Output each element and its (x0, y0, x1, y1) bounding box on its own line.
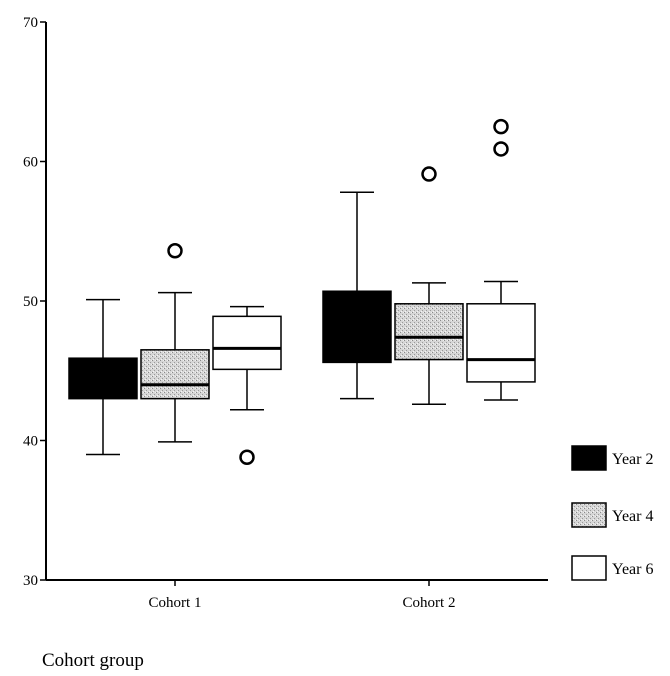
outlier-point (493, 118, 509, 135)
box-year-4-1 (140, 243, 210, 443)
legend-swatch (571, 502, 607, 528)
box-year-6-1 (212, 305, 282, 465)
y-tick-label: 70 (23, 15, 38, 31)
legend-label: Year 2 (612, 451, 653, 468)
y-tick-label: 40 (23, 434, 38, 450)
outlier-point (167, 243, 183, 259)
x-axis-label: Cohort group (42, 650, 144, 671)
y-tick-label: 50 (23, 294, 38, 310)
box-year-4-2 (394, 166, 464, 405)
iqr-box (394, 303, 464, 361)
iqr-box (322, 290, 392, 364)
x-tick-label: Cohort 1 (149, 595, 202, 611)
legend-swatch (571, 445, 607, 471)
iqr-box (68, 357, 138, 400)
iqr-box (466, 303, 536, 383)
y-tick-label: 30 (23, 573, 38, 589)
iqr-box (140, 349, 210, 400)
box-year-2-2 (322, 191, 392, 400)
outlier-point (239, 449, 255, 465)
x-tick-label: Cohort 2 (403, 595, 456, 611)
legend-label: Year 6 (612, 561, 653, 578)
legend: Year 2 Year 4 Year 6 (571, 445, 653, 581)
box-series (68, 118, 536, 465)
box-year-2-1 (68, 298, 138, 456)
axes: 30 40 50 60 70 Cohort 1 Cohort 2 (23, 15, 548, 611)
outlier-point (421, 166, 437, 182)
box-year-6-2 (466, 118, 536, 401)
y-tick-label: 60 (23, 155, 38, 171)
iqr-box (212, 315, 282, 371)
outlier-point (493, 141, 509, 157)
legend-label: Year 4 (612, 508, 653, 525)
legend-swatch (571, 555, 607, 581)
